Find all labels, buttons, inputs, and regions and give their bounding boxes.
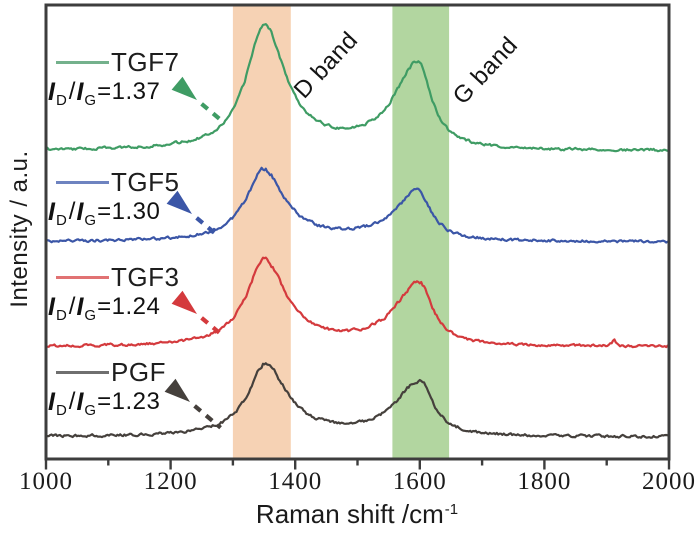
arrowhead: [166, 190, 192, 214]
intensity-ratio-label: I D / I G =1.23: [46, 387, 266, 419]
g-band-highlight: [392, 5, 450, 459]
legend-PGF: PGF I D / I G =1.23: [46, 357, 266, 419]
intensity-ratio-label: I D / I G =1.24: [46, 292, 266, 324]
arrowhead: [164, 378, 190, 402]
ratio-numerator: I: [48, 292, 55, 321]
ratio-numerator-subscript: D: [55, 91, 67, 109]
legend-series-name: TGF5: [111, 167, 180, 197]
legend-series-name: PGF: [111, 357, 166, 387]
legend-line-swatch: [56, 60, 109, 65]
x-axis-label: Raman shift /cm-1: [256, 499, 458, 530]
ratio-numerator: I: [48, 387, 55, 416]
intensity-ratio-label: I D / I G =1.30: [46, 197, 266, 229]
legend-name-row: TGF3: [46, 262, 266, 292]
x-tick-label: 2000: [642, 468, 696, 495]
ratio-divider: /: [68, 388, 76, 415]
legend-line-swatch: [56, 370, 109, 375]
ratio-numerator: I: [48, 197, 55, 226]
ratio-denominator: I: [76, 387, 84, 416]
ratio-divider: /: [68, 78, 76, 105]
arrow-dash: [195, 216, 217, 235]
annotation-arrow-PGF: [164, 378, 222, 430]
ratio-numerator-subscript: D: [55, 211, 67, 229]
spectrum-curve-PGF: [44, 362, 671, 439]
ratio-denominator: I: [76, 292, 84, 321]
spectrum-curve-TGF7: [44, 23, 671, 153]
legend-series-name: TGF7: [111, 47, 180, 77]
ratio-numerator-subscript: D: [55, 306, 67, 324]
ratio-value: =1.24: [97, 293, 161, 320]
x-axis-label-superscript: -1: [444, 501, 459, 518]
annotation-arrow-TGF5: [166, 190, 217, 235]
ratio-value: =1.37: [97, 78, 161, 105]
ratio-divider: /: [68, 293, 76, 320]
ratio-value: =1.30: [97, 198, 161, 225]
annotation-arrow-TGF3: [171, 290, 223, 337]
spectrum-curve-TGF5: [44, 166, 671, 244]
y-axis-label: Intensity / a.u.: [6, 150, 33, 308]
legend-name-row: TGF5: [46, 167, 266, 197]
ratio-denominator-subscript: G: [84, 211, 97, 229]
x-tick-label: 1400: [268, 468, 323, 495]
x-axis-ticks: [44, 460, 671, 470]
ratio-value: =1.23: [97, 388, 161, 415]
ratio-denominator-subscript: G: [84, 306, 97, 324]
x-tick-label: 1200: [143, 468, 198, 495]
ratio-numerator-subscript: D: [55, 401, 67, 419]
x-tick-label: 1600: [392, 468, 447, 495]
x-axis-label-text: Raman shift /cm: [255, 499, 444, 529]
legend-name-row: TGF7: [46, 47, 266, 77]
legend-TGF3: TGF3 I D / I G =1.24: [46, 262, 266, 324]
legend-line-swatch: [56, 275, 109, 280]
ratio-denominator: I: [76, 77, 84, 106]
legend-name-row: PGF: [46, 357, 266, 387]
arrowhead: [171, 290, 197, 314]
annotation-arrow-TGF7: [171, 76, 222, 121]
spectrum-curve-TGF3: [44, 256, 671, 349]
legend-series-name: TGF3: [111, 262, 180, 292]
arrowhead: [171, 76, 197, 100]
x-tick-label: 1800: [517, 468, 572, 495]
arrow-dash: [200, 102, 222, 121]
ratio-divider: /: [68, 198, 76, 225]
legend-line-swatch: [56, 180, 109, 185]
arrow-dash: [193, 404, 222, 430]
ratio-numerator: I: [48, 77, 55, 106]
ratio-denominator-subscript: G: [84, 401, 97, 419]
x-axis-tick-labels: 1000 1200 1400 1600 1800 2000: [0, 468, 700, 498]
arrow-dash: [200, 316, 223, 337]
plot-frame: [44, 3, 671, 461]
intensity-ratio-label: I D / I G =1.37: [46, 77, 266, 109]
x-tick-label: 1000: [19, 468, 73, 495]
legend-TGF7: TGF7 I D / I G =1.37: [46, 47, 266, 109]
ratio-denominator-subscript: G: [84, 91, 97, 109]
legend-TGF5: TGF5 I D / I G =1.30: [46, 167, 266, 229]
ratio-denominator: I: [76, 197, 84, 226]
